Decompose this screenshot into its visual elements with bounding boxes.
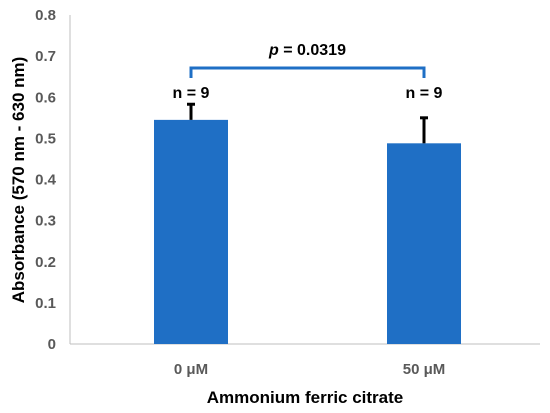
y-axis-title: Absorbance (570 nm - 630 nm) bbox=[9, 57, 28, 304]
n-labels: n = 9 n = 9 bbox=[173, 85, 443, 102]
bar bbox=[154, 119, 228, 345]
error-bar bbox=[420, 116, 428, 144]
y-tick-label: 0.4 bbox=[35, 172, 57, 189]
p-value-label: p = 0.0319 bbox=[268, 42, 346, 59]
x-tick-labels: 0 μM 50 μM bbox=[174, 361, 445, 378]
p-symbol: p bbox=[268, 42, 279, 59]
p-value-text: = 0.0319 bbox=[279, 42, 346, 59]
y-tick-label: 0.8 bbox=[35, 7, 56, 24]
y-tick-label: 0.7 bbox=[35, 48, 56, 65]
n-label: n = 9 bbox=[173, 85, 210, 102]
y-tick-label: 0.2 bbox=[35, 254, 56, 271]
y-tick-label: 0.1 bbox=[35, 295, 56, 312]
y-tick-label: 0.6 bbox=[35, 89, 56, 106]
bars bbox=[154, 119, 461, 345]
error-bars bbox=[187, 102, 428, 144]
n-label: n = 9 bbox=[406, 85, 443, 102]
y-tick-label: 0 bbox=[48, 336, 56, 353]
error-bar bbox=[187, 102, 195, 120]
x-tick-label: 0 μM bbox=[174, 361, 208, 378]
y-tick-label: 0.5 bbox=[35, 130, 56, 147]
y-tick-labels: 0 0.1 0.2 0.3 0.4 0.5 0.6 0.7 0.8 bbox=[35, 7, 57, 353]
x-tick-label: 50 μM bbox=[403, 361, 446, 378]
significance-bracket bbox=[189, 66, 426, 78]
y-tick-label: 0.3 bbox=[35, 213, 56, 230]
x-axis-title: Ammonium ferric citrate bbox=[207, 388, 404, 407]
bar bbox=[387, 143, 461, 344]
